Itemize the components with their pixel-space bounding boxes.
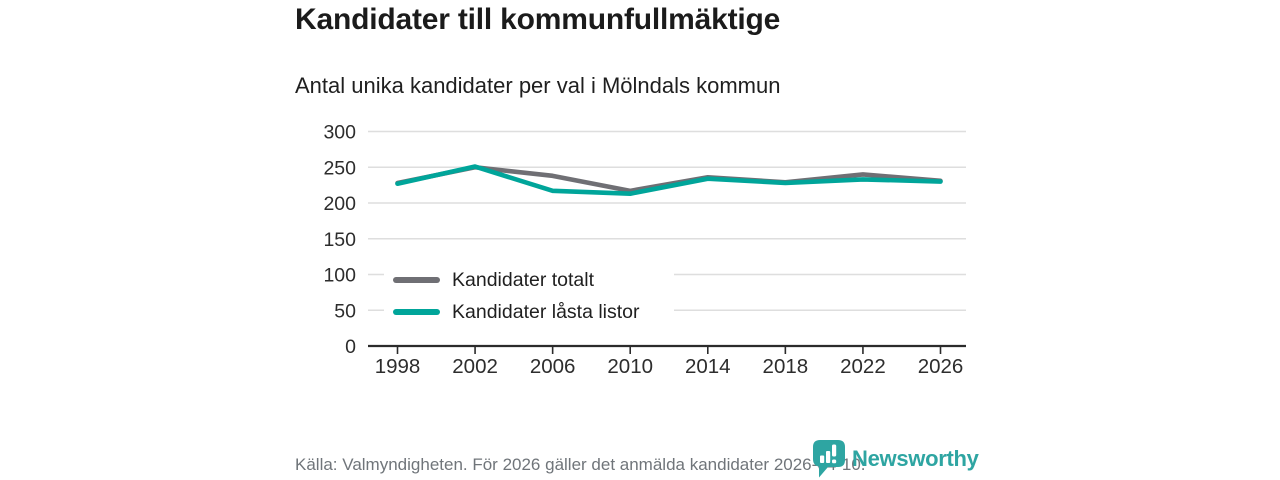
x-tick-label-2018: 2018 [763, 355, 809, 378]
chart-subtitle: Antal unika kandidater per val i Mölndal… [295, 73, 781, 98]
chart-title: Kandidater till kommunfullmäktige [295, 3, 781, 36]
y-tick-label-200: 200 [323, 193, 356, 215]
legend-item-lasta-listor: Kandidater låsta listor [384, 297, 674, 327]
x-tick-label-2026: 2026 [918, 355, 964, 378]
y-tick-label-150: 150 [323, 229, 356, 251]
x-tick-label-2014: 2014 [685, 355, 731, 378]
x-tick-label-2010: 2010 [607, 355, 653, 378]
x-tick-label-2022: 2022 [840, 355, 886, 378]
x-tick-label-2006: 2006 [530, 355, 576, 378]
legend-swatch-lasta-listor [393, 309, 440, 315]
newsworthy-brand: Newsworthy [812, 439, 979, 479]
newsworthy-logo-icon [813, 440, 845, 478]
chart-legend: Kandidater totalt Kandidater låsta listo… [384, 264, 674, 328]
series-line-1 [395, 164, 943, 197]
legend-item-totalt: Kandidater totalt [384, 265, 674, 295]
y-tick-label-250: 250 [323, 157, 356, 179]
x-tick-label-1998: 1998 [375, 355, 421, 378]
newsworthy-wordmark: Newsworthy [852, 446, 979, 471]
legend-label-totalt: Kandidater totalt [452, 268, 595, 291]
source-note: Källa: Valmyndigheten. För 2026 gäller d… [295, 455, 866, 474]
legend-label-lasta-listor: Kandidater låsta listor [452, 300, 640, 323]
x-tick-label-2002: 2002 [452, 355, 498, 378]
y-tick-label-50: 50 [334, 300, 356, 322]
series-line-0 [395, 164, 943, 194]
legend-swatch-totalt [393, 277, 440, 283]
y-tick-label-0: 0 [345, 336, 356, 358]
y-tick-label-100: 100 [323, 265, 356, 287]
y-tick-label-300: 300 [323, 122, 356, 144]
